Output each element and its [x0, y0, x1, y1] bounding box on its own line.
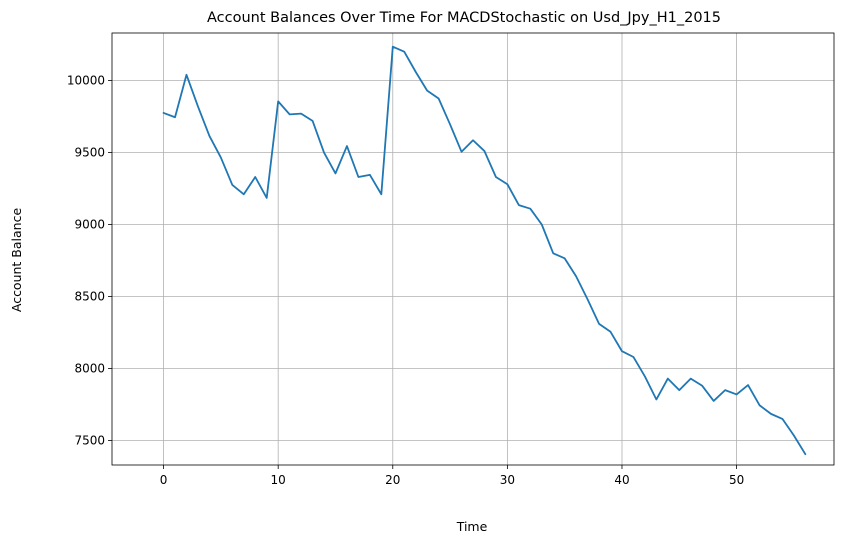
x-tick-label: 50 — [729, 473, 744, 487]
y-tick-label: 9000 — [74, 218, 105, 232]
y-axis-ticks: 7500 8000 8500 9000 9500 10000 — [67, 74, 112, 448]
x-tick-label: 30 — [500, 473, 515, 487]
x-tick-label: 40 — [614, 473, 629, 487]
chart-title: Account Balances Over Time For MACDStoch… — [207, 10, 721, 26]
grid — [112, 33, 834, 465]
y-axis-label: Account Balance — [9, 208, 24, 313]
y-tick-label: 9500 — [74, 146, 105, 160]
series-line — [162, 45, 807, 456]
y-tick-label: 8500 — [74, 290, 105, 304]
x-axis-ticks: 0 10 20 30 40 50 — [160, 465, 744, 487]
y-tick-label: 7500 — [74, 434, 105, 448]
y-tick-label: 10000 — [67, 74, 105, 88]
y-tick-label: 8000 — [74, 362, 105, 376]
x-axis-label: Time — [456, 519, 488, 534]
x-tick-label: 20 — [385, 473, 400, 487]
series-layer — [162, 45, 807, 456]
plot-frame — [111, 32, 835, 466]
x-tick-label: 10 — [271, 473, 286, 487]
x-tick-label: 0 — [160, 473, 168, 487]
